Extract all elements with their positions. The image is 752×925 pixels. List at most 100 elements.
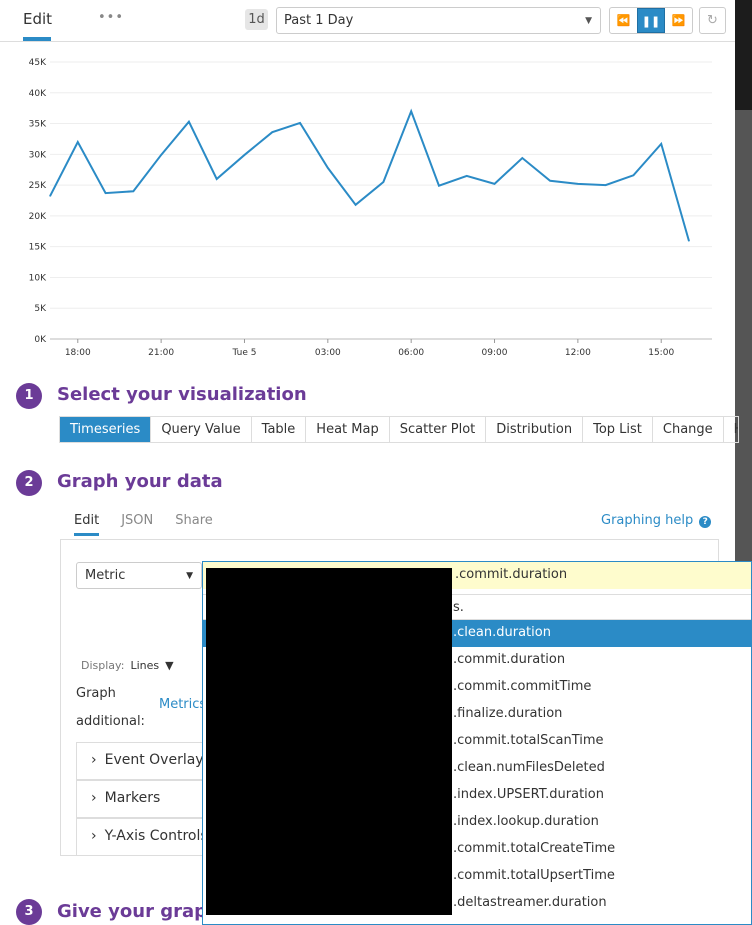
chevron-right-icon: ›: [91, 828, 97, 844]
range-badge: 1d: [245, 9, 268, 30]
data-point: [688, 240, 690, 242]
display-label: Display:: [81, 659, 125, 672]
help-icon: ?: [699, 516, 712, 528]
y-tick-label: 35K: [29, 120, 47, 130]
data-point: [271, 131, 273, 133]
chevron-down-icon: ▼: [165, 659, 174, 672]
metrics-link[interactable]: Metrics: [159, 697, 207, 712]
data-point: [77, 141, 79, 143]
graphing-help-link[interactable]: Graphing help?: [601, 513, 712, 528]
data-point: [549, 180, 551, 182]
data-point: [410, 110, 412, 112]
suggestion-item[interactable]: .commit.totalCreateTime: [453, 841, 616, 856]
viz-option[interactable]: Distribution: [486, 417, 584, 442]
x-tick-label: 21:00: [148, 348, 174, 358]
data-point: [327, 167, 329, 169]
x-tick-label: 18:00: [65, 348, 91, 358]
x-tick-label: 15:00: [648, 348, 674, 358]
data-point: [660, 143, 662, 145]
viz-option[interactable]: Query Value: [151, 417, 252, 442]
editor-tabs: Edit JSON Share: [74, 513, 213, 536]
tab-json[interactable]: JSON: [121, 513, 154, 528]
data-point: [605, 184, 607, 186]
reset-icon[interactable]: ↻: [699, 7, 726, 34]
suggestion-item[interactable]: .commit.commitTime: [453, 679, 592, 694]
suggestion-item[interactable]: .commit.totalScanTime: [453, 733, 604, 748]
data-point: [105, 192, 107, 194]
graph-additional-label: Graph additional:: [76, 686, 145, 729]
data-point: [188, 121, 190, 123]
data-point: [160, 154, 162, 156]
data-point: [216, 178, 218, 180]
step-number: 2: [16, 470, 42, 496]
data-point: [632, 174, 634, 176]
x-tick-label: Tue 5: [231, 348, 256, 358]
timeseries-chart: 0K 5K 10K 15K 20K 25K 30K 35K 40K 45K 18:00 21:00 Tu…: [29, 58, 712, 358]
y-tick-label: 40K: [29, 89, 47, 99]
viz-option[interactable]: Top List: [583, 417, 653, 442]
display-value: Lines: [130, 659, 160, 672]
data-point: [243, 154, 245, 156]
chevron-down-icon: ▼: [186, 571, 193, 581]
data-point: [132, 190, 134, 192]
display-select[interactable]: Display: Lines ▼: [81, 659, 174, 672]
y-tick-label: 25K: [29, 181, 47, 191]
step-number: 1: [16, 383, 42, 409]
viz-option[interactable]: Scatter Plot: [390, 417, 487, 442]
data-point: [494, 183, 496, 185]
data-point: [355, 204, 357, 206]
suggestion-item[interactable]: .deltastreamer.duration: [453, 895, 607, 910]
time-range-select[interactable]: Past 1 Day ▼: [276, 7, 601, 34]
redacted-region: [206, 568, 452, 915]
accordion-y-axis-controls[interactable]: › Y-Axis Controls: [76, 818, 226, 856]
y-tick-label: 45K: [29, 58, 47, 68]
metric-filter[interactable]: s.: [203, 594, 751, 620]
y-tick-label: 0K: [34, 335, 47, 345]
metric-select[interactable]: Metric ▼: [76, 562, 202, 589]
series-line: [49, 108, 690, 242]
x-tick-label: 12:00: [565, 348, 591, 358]
viz-option[interactable]: Heat Map: [306, 417, 390, 442]
data-point: [438, 185, 440, 187]
suggestion-item[interactable]: .finalize.duration: [453, 706, 563, 721]
suggestion-item[interactable]: .commit.duration: [453, 652, 566, 667]
accordion-label: Y-Axis Controls: [104, 828, 208, 844]
tab-edit-query[interactable]: Edit: [74, 513, 100, 536]
visualization-selector: Timeseries Query Value Table Heat Map Scatte…: [59, 416, 739, 443]
suggestion-item[interactable]: .index.lookup.duration: [453, 814, 599, 829]
viz-option[interactable]: Table: [252, 417, 307, 442]
step-title: Select your visualization: [57, 384, 307, 405]
more-options-icon[interactable]: •••: [98, 10, 125, 25]
y-tick-label: 5K: [34, 304, 47, 314]
graphing-help-label: Graphing help: [601, 513, 694, 528]
active-tab-indicator: [23, 37, 51, 41]
tab-share[interactable]: Share: [175, 513, 213, 528]
chevron-right-icon: ›: [91, 790, 97, 806]
suggestion-item[interactable]: .commit.totalUpsertTime: [453, 868, 615, 883]
y-tick-label: 30K: [29, 150, 47, 160]
x-tick-label: 03:00: [315, 348, 341, 358]
tab-edit[interactable]: Edit: [23, 10, 53, 28]
suggestion-item[interactable]: .index.UPSERT.duration: [453, 787, 604, 802]
y-tick-label: 10K: [29, 273, 47, 283]
suggestion-item[interactable]: .clean.numFilesDeleted: [453, 760, 605, 775]
pause-icon[interactable]: ❚❚: [636, 8, 666, 33]
data-point: [577, 183, 579, 185]
x-tick-label: 06:00: [398, 348, 424, 358]
step-number: 3: [16, 899, 42, 925]
viz-option[interactable]: Change: [653, 417, 724, 442]
accordion-label: Event Overlay: [104, 752, 204, 768]
viz-option[interactable]: Timeseries: [60, 417, 152, 442]
time-range-value: Past 1 Day: [284, 13, 354, 28]
chevron-down-icon: ▼: [585, 16, 592, 26]
data-point: [521, 157, 523, 159]
metric-select-value: Metric: [85, 568, 126, 583]
rewind-icon[interactable]: ⏪: [616, 14, 631, 27]
step-title: Graph your data: [57, 471, 223, 492]
x-tick-label: 09:00: [482, 348, 508, 358]
forward-icon[interactable]: ⏩: [671, 14, 686, 27]
viz-option[interactable]: Host: [724, 417, 738, 442]
header: Edit ••• 1d Past 1 Day ▼ ⏪ ❚❚ ⏩ ↻: [0, 0, 735, 42]
data-point: [382, 181, 384, 183]
accordion-label: Markers: [104, 790, 161, 806]
